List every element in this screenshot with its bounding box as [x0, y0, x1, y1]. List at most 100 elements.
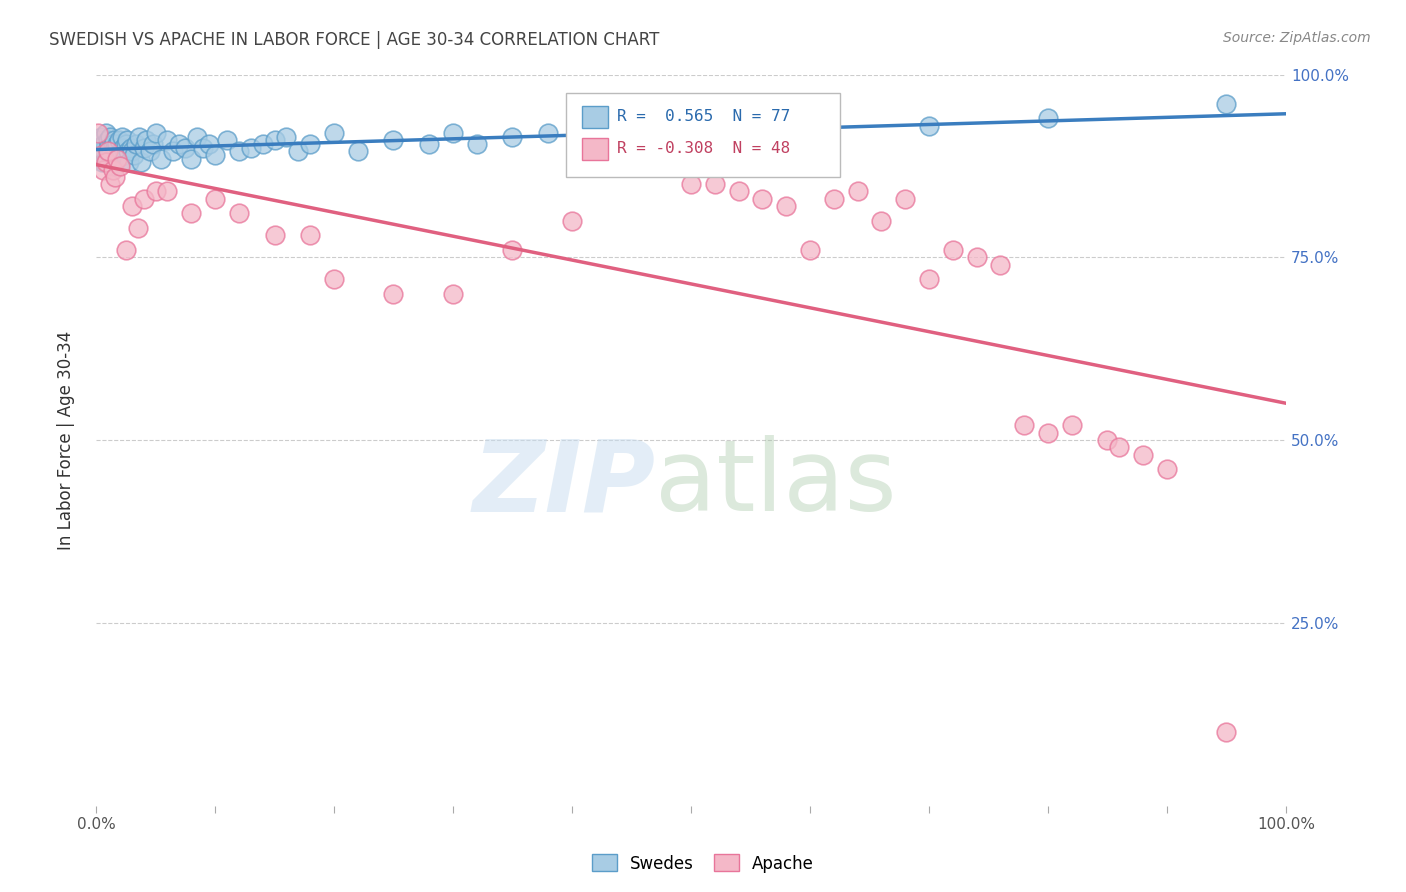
- Point: [228, 206, 250, 220]
- Point: [114, 148, 136, 162]
- FancyBboxPatch shape: [567, 93, 839, 177]
- Point: [128, 129, 150, 144]
- Point: [104, 169, 127, 184]
- Point: [127, 221, 149, 235]
- Point: [138, 145, 160, 159]
- Point: [101, 162, 124, 177]
- Point: [91, 145, 114, 159]
- Point: [107, 136, 129, 151]
- Point: [105, 145, 128, 159]
- Text: ZIP: ZIP: [472, 435, 655, 533]
- FancyBboxPatch shape: [582, 138, 607, 160]
- Point: [180, 152, 202, 166]
- Point: [101, 136, 124, 151]
- Point: [751, 192, 773, 206]
- Point: [846, 185, 869, 199]
- Point: [1215, 96, 1237, 111]
- Point: [346, 145, 368, 159]
- Point: [89, 133, 111, 147]
- Point: [323, 126, 346, 140]
- Point: [191, 141, 214, 155]
- Point: [1156, 462, 1178, 476]
- Point: [894, 192, 917, 206]
- Point: [117, 145, 139, 159]
- Point: [1097, 433, 1119, 447]
- Point: [132, 192, 155, 206]
- Point: [215, 133, 238, 147]
- Point: [91, 155, 114, 169]
- Point: [118, 155, 141, 169]
- Point: [135, 133, 157, 147]
- Point: [441, 286, 464, 301]
- Point: [108, 159, 131, 173]
- Point: [107, 133, 129, 147]
- Point: [94, 126, 117, 140]
- Point: [1036, 112, 1059, 126]
- FancyBboxPatch shape: [582, 106, 607, 128]
- Point: [93, 155, 115, 169]
- Point: [174, 141, 197, 155]
- Point: [823, 192, 845, 206]
- Y-axis label: In Labor Force | Age 30-34: In Labor Force | Age 30-34: [58, 330, 75, 549]
- Point: [110, 145, 132, 159]
- Point: [91, 162, 114, 177]
- Point: [775, 199, 797, 213]
- Point: [121, 145, 143, 159]
- Point: [114, 243, 136, 257]
- Point: [97, 133, 120, 147]
- Point: [122, 148, 145, 162]
- Text: atlas: atlas: [655, 435, 897, 533]
- Point: [111, 129, 134, 144]
- Point: [799, 243, 821, 257]
- Point: [100, 152, 122, 166]
- Point: [96, 152, 118, 166]
- Point: [263, 228, 285, 243]
- Point: [679, 177, 702, 191]
- Point: [98, 145, 121, 159]
- Point: [537, 126, 560, 140]
- Point: [186, 129, 208, 144]
- Point: [263, 133, 285, 147]
- Point: [156, 185, 179, 199]
- Point: [703, 177, 725, 191]
- Point: [679, 136, 702, 151]
- Point: [727, 185, 749, 199]
- Point: [115, 133, 138, 147]
- Point: [90, 148, 112, 162]
- Point: [287, 145, 309, 159]
- Point: [162, 145, 184, 159]
- Point: [112, 141, 135, 155]
- Point: [98, 129, 121, 144]
- Point: [98, 148, 121, 162]
- Point: [145, 185, 167, 199]
- Point: [104, 141, 127, 155]
- Point: [98, 177, 121, 191]
- Point: [1012, 418, 1035, 433]
- Legend: Swedes, Apache: Swedes, Apache: [585, 847, 821, 880]
- Point: [129, 155, 152, 169]
- Point: [150, 152, 173, 166]
- Point: [418, 136, 440, 151]
- Point: [990, 258, 1012, 272]
- Point: [90, 129, 112, 144]
- Point: [870, 213, 893, 227]
- Point: [502, 129, 524, 144]
- Point: [1060, 418, 1083, 433]
- Point: [382, 133, 405, 147]
- Point: [97, 145, 120, 159]
- Point: [204, 192, 226, 206]
- Point: [239, 141, 262, 155]
- Point: [966, 250, 988, 264]
- Point: [204, 148, 226, 162]
- Point: [145, 126, 167, 140]
- Point: [114, 136, 136, 151]
- Point: [142, 136, 165, 151]
- Point: [502, 243, 524, 257]
- Point: [103, 159, 125, 173]
- Text: Source: ZipAtlas.com: Source: ZipAtlas.com: [1223, 31, 1371, 45]
- Point: [94, 155, 117, 169]
- Point: [228, 145, 250, 159]
- Point: [1108, 441, 1130, 455]
- Point: [169, 136, 191, 151]
- Text: R = -0.308  N = 48: R = -0.308 N = 48: [617, 141, 790, 156]
